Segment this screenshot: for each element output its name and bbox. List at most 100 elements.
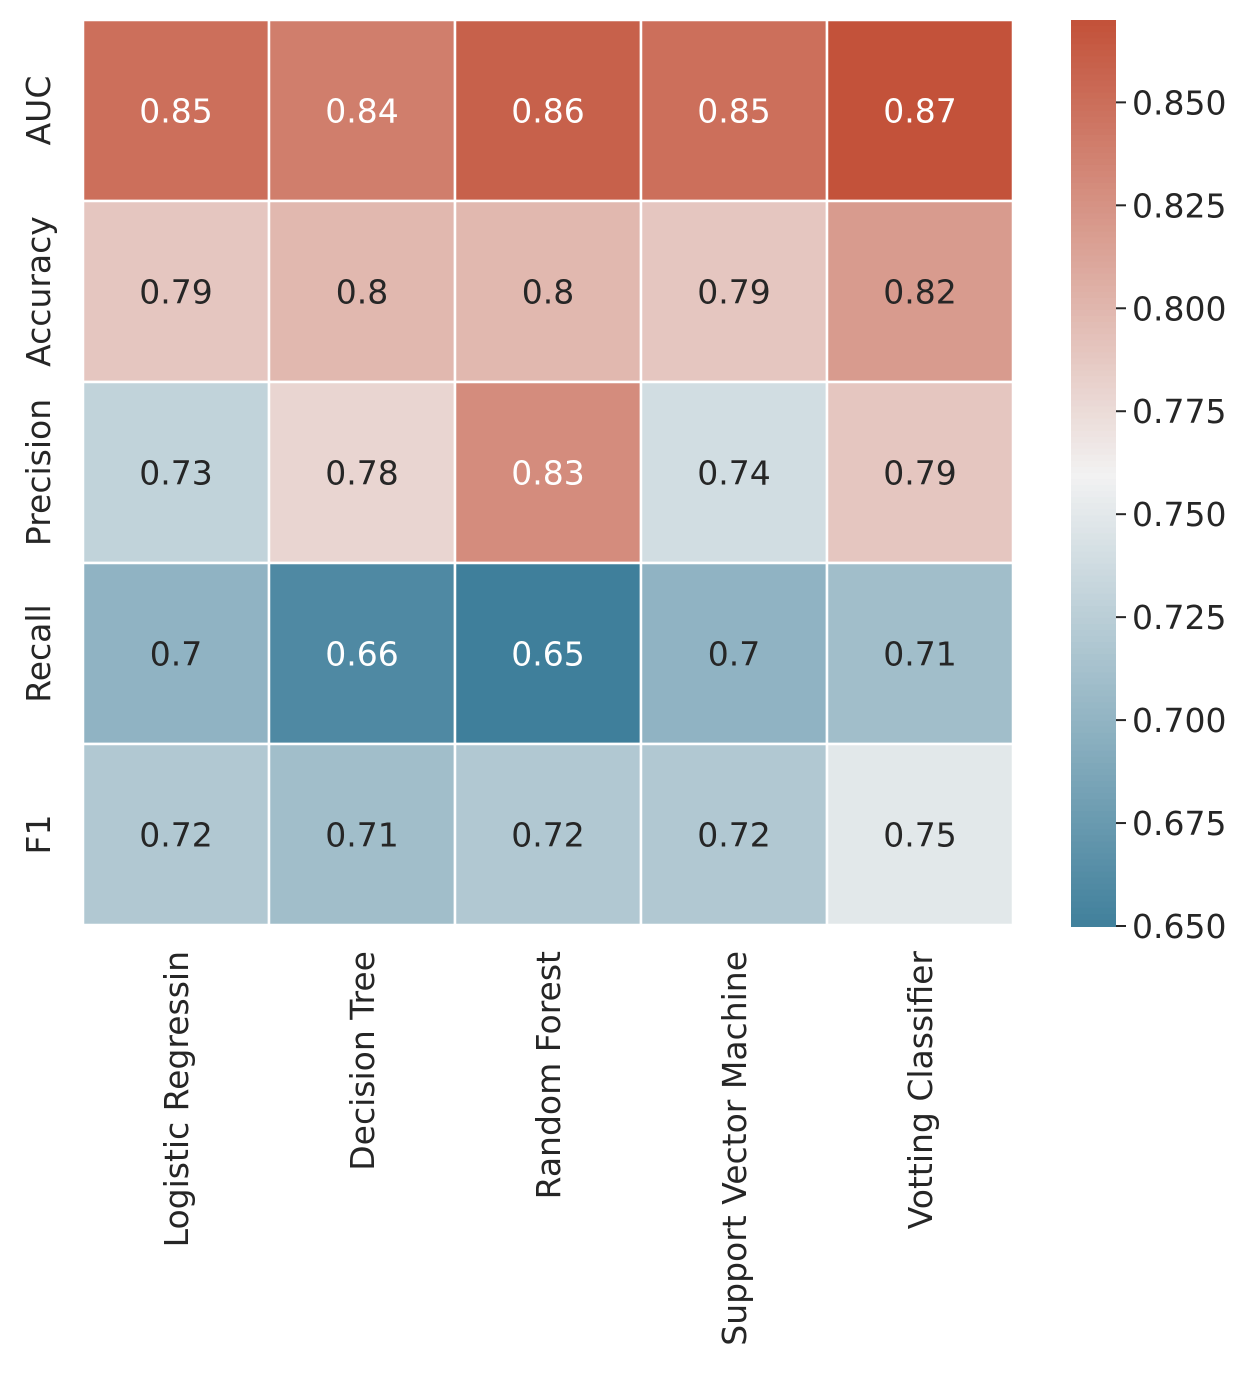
colorbar-segment [1071,460,1116,468]
colorbar-segment [1071,219,1116,227]
colorbar-segment [1071,322,1116,330]
colorbar-segment [1071,171,1116,179]
colorbar-segment [1071,799,1116,807]
colorbar-segment [1071,883,1116,891]
colorbar-segment [1071,750,1116,758]
colorbar-segment [1071,20,1116,28]
colorbar-tick-label: 0.725 [1132,598,1226,637]
heatmap-cell [81,18,271,203]
colorbar-segment [1071,599,1116,607]
colorbar-tick-label: 0.825 [1132,186,1226,225]
cell-value-label: 0.73 [139,454,212,493]
colorbar-segment [1071,515,1116,523]
colorbar-tick-label: 0.700 [1132,701,1226,740]
colorbar-segment [1071,110,1116,118]
cell-value-label: 0.74 [697,454,770,493]
heatmap-cell [267,561,457,746]
colorbar-segment [1071,442,1116,450]
colorbar-segment [1071,636,1116,644]
colorbar-segment [1071,847,1116,855]
heatmap-cell [453,18,643,203]
colorbar-segment [1071,829,1116,837]
cell-value-label: 0.72 [511,816,584,855]
colorbar-segment [1071,140,1116,148]
colorbar-segment [1071,309,1116,317]
colorbar-segment [1071,690,1116,698]
column-label: Votting Classifier [901,951,940,1230]
heatmap-cell [267,742,457,927]
colorbar-segment [1071,243,1116,251]
cell-value-label: 0.72 [139,816,212,855]
colorbar-segment [1071,775,1116,783]
colorbar-segment [1071,328,1116,336]
column-label: Support Vector Machine [715,951,754,1346]
colorbar-segment [1071,418,1116,426]
colorbar-segment [1071,539,1116,547]
row-labels: AUC Accuracy Precision Recall F1 [19,76,58,855]
colorbar-segment [1071,708,1116,716]
heatmap-cell [639,561,829,746]
cell-value-label: 0.83 [511,454,584,493]
colorbar-segment [1071,756,1116,764]
heatmap-cell [825,18,1015,203]
colorbar-segment [1071,291,1116,299]
cell-value-label: 0.71 [883,635,956,674]
colorbar-segment [1071,569,1116,577]
cell-value-label: 0.7 [708,635,760,674]
colorbar-segment [1071,491,1116,499]
colorbar-segment [1071,509,1116,517]
colorbar-segment [1071,273,1116,281]
heatmap-cell [825,199,1015,384]
colorbar-segment [1071,177,1116,185]
colorbar-segment [1071,189,1116,197]
colorbar-segment [1071,80,1116,88]
colorbar-segment [1071,412,1116,420]
colorbar-segment [1071,787,1116,795]
colorbar-segment [1071,364,1116,372]
colorbar-segment [1071,575,1116,583]
cell-value-label: 0.85 [139,92,212,131]
colorbar-segment [1071,376,1116,384]
colorbar-segment [1071,237,1116,245]
colorbar-segment [1071,672,1116,680]
colorbar-segment [1071,134,1116,142]
colorbar-segment [1071,255,1116,263]
colorbar-segment [1071,666,1116,674]
colorbar-segment [1071,485,1116,493]
cell-value-label: 0.71 [325,816,398,855]
colorbar-segment [1071,841,1116,849]
colorbar-segment [1071,400,1116,408]
colorbar-segment [1071,533,1116,541]
colorbar-segment [1071,744,1116,752]
colorbar-tick-label: 0.675 [1132,804,1226,843]
colorbar-segment [1071,859,1116,867]
cell-value-label: 0.85 [697,92,770,131]
colorbar-segment [1071,285,1116,293]
colorbar-segment [1071,68,1116,76]
colorbar-segment [1071,164,1116,172]
colorbar-segment [1071,388,1116,396]
colorbar-tick-label: 0.800 [1132,289,1226,328]
cell-value-label: 0.66 [325,635,398,674]
colorbar-segment [1071,527,1116,535]
heatmap-cell [81,561,271,746]
colorbar-segment [1071,732,1116,740]
colorbar-segment [1071,497,1116,505]
colorbar-segment [1071,340,1116,348]
colorbar-segment [1071,183,1116,191]
colorbar-segment [1071,696,1116,704]
colorbar-segment [1071,624,1116,632]
colorbar-tick-label: 0.850 [1132,83,1226,122]
colorbar-segment [1071,726,1116,734]
cell-value-label: 0.84 [325,92,398,131]
column-label: Decision Tree [343,951,382,1171]
colorbar-segment [1071,98,1116,106]
cell-value-label: 0.75 [883,816,956,855]
colorbar-tick-label: 0.775 [1132,392,1226,431]
colorbar-segment [1071,648,1116,656]
colorbar-segment [1071,231,1116,239]
heatmap-cell [639,380,829,565]
heatmap-cell [453,199,643,384]
colorbar-segment [1071,889,1116,897]
